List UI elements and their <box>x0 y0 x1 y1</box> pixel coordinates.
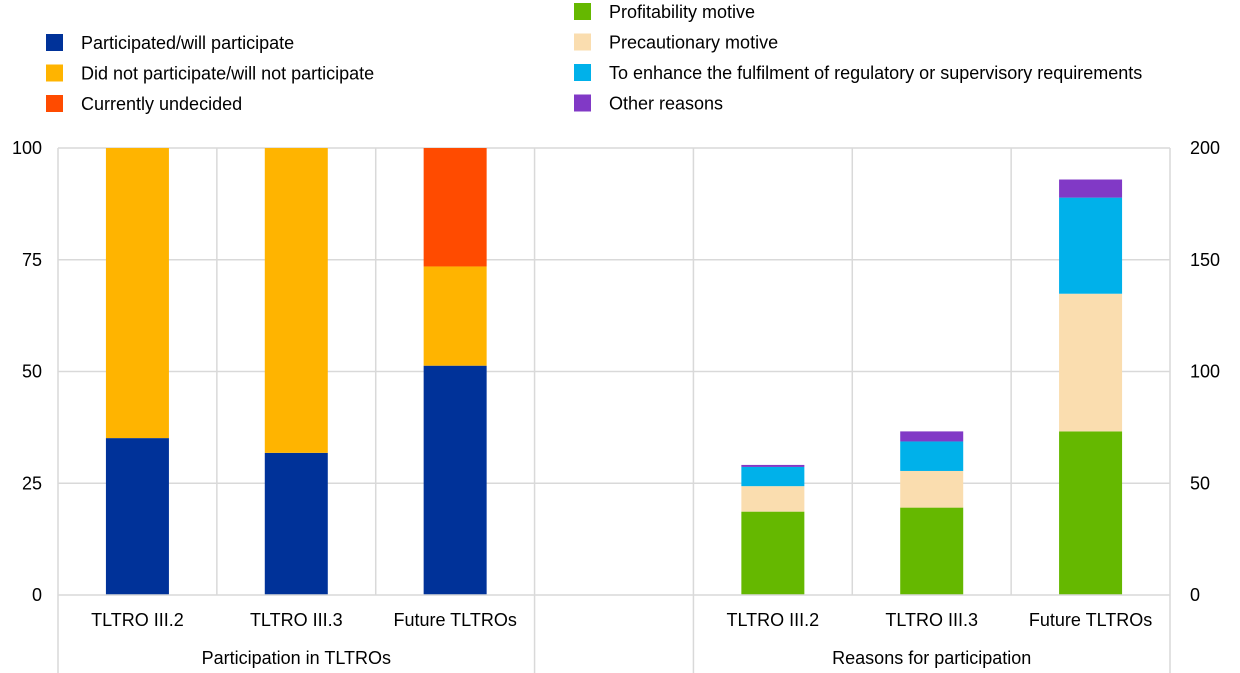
group-label-0: Participation in TLTROs <box>202 648 391 668</box>
bar-1-2-0 <box>1059 431 1122 595</box>
bar-1-0-2 <box>741 467 804 486</box>
legend-swatch-right-1 <box>574 34 591 51</box>
bar-1-2-1 <box>1059 294 1122 432</box>
bar-1-2-2 <box>1059 198 1122 294</box>
bar-1-2-3 <box>1059 180 1122 198</box>
bar-1-1-0 <box>900 508 963 595</box>
right-tick-label-0: 0 <box>1190 585 1200 605</box>
left-tick-label-3: 75 <box>22 250 42 270</box>
bar-1-1-3 <box>900 431 963 441</box>
bar-0-1-1 <box>265 148 328 453</box>
bar-0-0-1 <box>106 148 169 438</box>
category-label-0-1: TLTRO III.3 <box>250 610 343 630</box>
category-label-1-2: Future TLTROs <box>1029 610 1152 630</box>
bar-0-2-0 <box>424 366 487 595</box>
bar-0-0-0 <box>106 438 169 595</box>
bar-1-0-0 <box>741 512 804 595</box>
category-label-0-2: Future TLTROs <box>393 610 516 630</box>
stacked-bar-chart: Participated/will participate Did not par… <box>0 0 1240 673</box>
group-label-1: Reasons for participation <box>832 648 1031 668</box>
legend-label-left-1: Did not participate/will not participate <box>81 64 374 84</box>
bar-1-0-3 <box>741 465 804 467</box>
legend-label-left-0: Participated/will participate <box>81 33 294 53</box>
legend-label-right-0: Profitability motive <box>609 2 755 22</box>
gridlines <box>58 148 1170 595</box>
category-label-0-0: TLTRO III.2 <box>91 610 184 630</box>
bar-1-0-1 <box>741 486 804 511</box>
legend-swatch-right-0 <box>574 3 591 20</box>
bar-0-2-1 <box>424 266 487 365</box>
bar-0-1-0 <box>265 453 328 595</box>
left-tick-label-0: 0 <box>32 585 42 605</box>
legend-swatch-right-2 <box>574 64 591 81</box>
left-tick-label-1: 25 <box>22 473 42 493</box>
legend-label-left-2: Currently undecided <box>81 94 242 114</box>
bar-1-1-2 <box>900 441 963 471</box>
category-label-1-1: TLTRO III.3 <box>885 610 978 630</box>
right-tick-label-2: 100 <box>1190 362 1220 382</box>
axes: TLTRO III.2 TLTRO III.3 Future TLTROsParti… <box>12 138 1220 673</box>
legend-label-right-1: Precautionary motive <box>609 33 778 53</box>
right-tick-label-3: 150 <box>1190 250 1220 270</box>
legend-swatch-left-1 <box>46 65 63 82</box>
bar-0-2-2 <box>424 148 487 266</box>
legend-swatch-left-2 <box>46 95 63 112</box>
legend-swatch-right-3 <box>574 95 591 112</box>
left-tick-label-2: 50 <box>22 362 42 382</box>
left-tick-label-4: 100 <box>12 138 42 158</box>
right-tick-label-4: 200 <box>1190 138 1220 158</box>
legend-label-right-2: To enhance the fulfilment of regulatory … <box>609 63 1142 83</box>
right-tick-label-1: 50 <box>1190 473 1210 493</box>
legend: Participated/will participate Did not par… <box>46 2 1142 114</box>
legend-label-right-3: Other reasons <box>609 94 723 114</box>
bar-1-1-1 <box>900 471 963 508</box>
category-label-1-0: TLTRO III.2 <box>727 610 820 630</box>
legend-swatch-left-0 <box>46 34 63 51</box>
